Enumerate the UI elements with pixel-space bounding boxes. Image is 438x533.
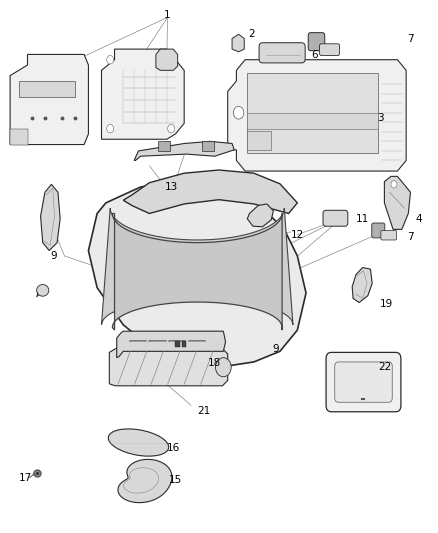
Polygon shape xyxy=(41,184,60,251)
Polygon shape xyxy=(118,459,172,503)
Text: 7: 7 xyxy=(407,34,414,44)
Bar xyxy=(247,131,271,150)
FancyBboxPatch shape xyxy=(323,211,348,226)
Polygon shape xyxy=(385,176,410,229)
Text: 3: 3 xyxy=(377,113,383,123)
Polygon shape xyxy=(88,182,306,367)
Text: 13: 13 xyxy=(165,182,178,192)
Ellipse shape xyxy=(108,429,169,456)
Polygon shape xyxy=(110,349,228,386)
Polygon shape xyxy=(37,292,39,297)
Text: 12: 12 xyxy=(291,230,304,240)
FancyBboxPatch shape xyxy=(259,43,305,63)
Bar xyxy=(247,73,378,152)
Polygon shape xyxy=(352,268,372,303)
Circle shape xyxy=(168,124,175,133)
Text: 21: 21 xyxy=(197,406,210,416)
Polygon shape xyxy=(247,204,273,227)
Bar xyxy=(182,341,186,347)
Text: 9: 9 xyxy=(50,251,57,261)
Circle shape xyxy=(215,358,231,377)
FancyBboxPatch shape xyxy=(308,33,325,51)
Polygon shape xyxy=(102,49,184,139)
Text: 6: 6 xyxy=(311,51,318,60)
FancyBboxPatch shape xyxy=(372,223,385,238)
FancyBboxPatch shape xyxy=(320,44,339,55)
Polygon shape xyxy=(10,54,88,144)
Circle shape xyxy=(391,181,397,188)
Text: 17: 17 xyxy=(19,473,32,482)
Polygon shape xyxy=(123,170,297,214)
Text: 16: 16 xyxy=(167,443,180,453)
Circle shape xyxy=(233,107,244,119)
Circle shape xyxy=(107,55,114,64)
Text: 11: 11 xyxy=(356,214,369,224)
Polygon shape xyxy=(102,208,293,325)
Text: 1: 1 xyxy=(163,10,170,20)
Polygon shape xyxy=(232,34,244,52)
Text: 15: 15 xyxy=(169,475,182,484)
Text: 18: 18 xyxy=(208,358,221,368)
Text: 22: 22 xyxy=(378,362,391,372)
Text: 9: 9 xyxy=(272,344,279,354)
Circle shape xyxy=(107,124,114,133)
Bar xyxy=(158,141,170,151)
Polygon shape xyxy=(10,128,28,144)
FancyBboxPatch shape xyxy=(335,362,392,402)
Text: 2: 2 xyxy=(248,29,255,39)
Polygon shape xyxy=(117,331,226,358)
Text: 19: 19 xyxy=(380,298,393,309)
Polygon shape xyxy=(156,49,178,70)
Polygon shape xyxy=(134,141,234,160)
Polygon shape xyxy=(228,60,406,171)
Bar xyxy=(247,113,378,128)
FancyBboxPatch shape xyxy=(381,230,396,240)
Text: 7: 7 xyxy=(407,232,414,243)
Polygon shape xyxy=(113,214,282,330)
FancyBboxPatch shape xyxy=(326,352,401,412)
Polygon shape xyxy=(19,81,75,97)
Bar xyxy=(176,341,180,347)
Text: 4: 4 xyxy=(416,214,423,224)
Bar xyxy=(201,141,214,151)
Circle shape xyxy=(168,55,175,64)
Ellipse shape xyxy=(37,285,49,296)
